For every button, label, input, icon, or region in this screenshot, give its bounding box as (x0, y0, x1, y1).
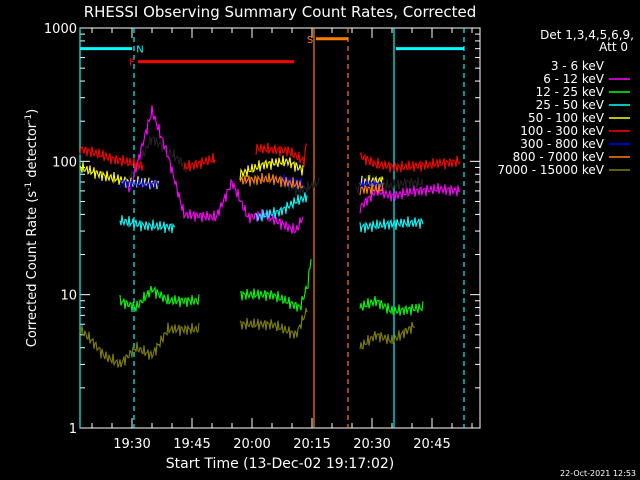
x-tick-label: 20:30 (353, 437, 390, 452)
legend-header-attenuator: Att 0 (599, 40, 628, 54)
flag-label: F (129, 58, 135, 69)
legend-label: 800 - 7000 keV (513, 150, 605, 164)
marker-lines (79, 28, 465, 428)
legend-label: 12 - 25 keV (536, 85, 605, 99)
y-axis-label-close: ) (25, 109, 40, 114)
series-line (79, 322, 200, 368)
y-tick-label: 100 (52, 155, 77, 170)
legend-label: 25 - 50 keV (536, 98, 605, 112)
series-line (183, 152, 216, 172)
series-line (119, 215, 176, 234)
series-line (119, 285, 200, 313)
footer-timestamp: 22-Oct-2021 12:53 (560, 469, 636, 478)
x-tick-label: 20:15 (293, 437, 330, 452)
series-line (359, 216, 424, 234)
series-line (359, 321, 416, 350)
legend-label: 3 - 6 keV (551, 59, 605, 73)
series-line (239, 259, 312, 312)
y-axis: 1 10 100 1000 (44, 22, 480, 437)
series-line (359, 151, 461, 173)
legend-label: 100 - 300 keV (520, 124, 604, 138)
series-line (79, 161, 160, 190)
legend-label: 300 - 800 keV (520, 137, 604, 151)
y-tick-label: 1 (69, 422, 77, 437)
flag-label: S (307, 35, 313, 46)
y-tick-label: 1000 (44, 22, 77, 37)
legend-label: 6 - 12 keV (543, 72, 605, 86)
x-tick-label: 20:45 (413, 437, 450, 452)
series-line (127, 135, 192, 184)
x-tick-label: 20:00 (233, 437, 270, 452)
y-axis-label-tail: detector (25, 122, 40, 182)
series-line (127, 105, 304, 234)
series-line (239, 307, 308, 339)
series-line (255, 142, 308, 167)
series-line (239, 172, 304, 190)
legend-label: 50 - 100 keV (528, 111, 605, 125)
x-tick-label: 19:30 (113, 437, 150, 452)
series-line (255, 192, 308, 222)
x-tick-label: 19:45 (173, 437, 210, 452)
series-lines (79, 105, 461, 368)
flag-label: N (136, 45, 143, 56)
y-tick-label: 10 (60, 289, 77, 304)
y-axis-label-main: Corrected Count Rate (s (25, 191, 40, 348)
y-axis-label-sup2: -1 (24, 114, 34, 123)
y-axis-label-sup1: -1 (24, 182, 34, 191)
x-axis: 19:30 19:45 20:00 20:15 20:30 20:45 (91, 28, 473, 452)
series-line (355, 173, 424, 194)
x-axis-label: Start Time (13-Dec-02 19:17:02) (166, 456, 394, 472)
series-line (279, 177, 320, 196)
series-line (239, 155, 304, 181)
legend-header-detectors: Det 1,3,4,5,6,9, (540, 28, 634, 42)
series-line (359, 295, 424, 316)
flag-bars: NF S (80, 35, 464, 69)
y-axis-label: Corrected Count Rate (s-1 detector-1) (24, 109, 40, 347)
series-line (79, 145, 144, 171)
chart-title: RHESSI Observing Summary Count Rates, Co… (84, 3, 477, 21)
series-line (119, 177, 160, 190)
legend-label: 7000 - 15000 keV (497, 163, 604, 177)
series-line (359, 183, 384, 196)
